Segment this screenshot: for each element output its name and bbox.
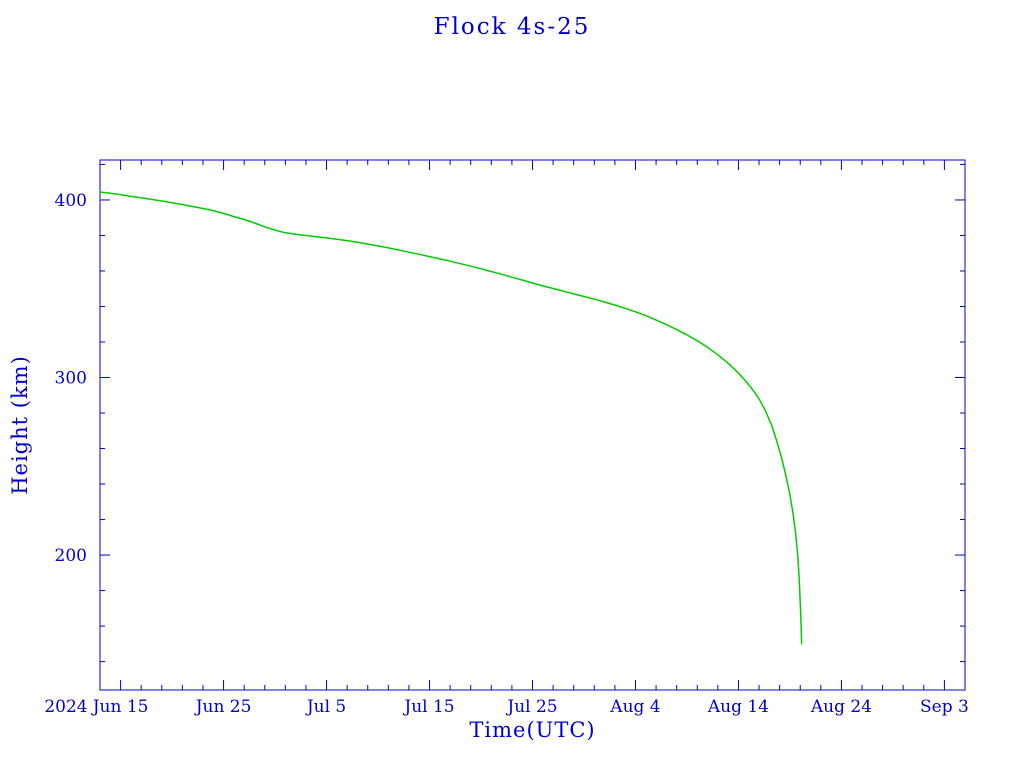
x-tick-label: Jul 15: [402, 697, 454, 717]
x-tick-label: Sep 3: [920, 697, 969, 717]
decay-curve: [99, 191, 803, 645]
x-tick-label: Jul 5: [305, 697, 346, 717]
x-tick-label: Aug 14: [707, 697, 769, 717]
x-tick-label: Jun 25: [194, 697, 252, 717]
chart-title: Flock 4s-25: [433, 14, 591, 40]
x-tick-label: Aug 4: [609, 697, 660, 717]
y-tick-label: 300: [55, 369, 87, 389]
x-tick-label: Jul 25: [505, 697, 557, 717]
plot-frame: [99, 159, 966, 691]
x-axis-year-label: 2024: [44, 697, 87, 717]
y-tick-label: 400: [55, 191, 87, 211]
x-tick-label: Aug 24: [810, 697, 872, 717]
y-axis-label: Height (km): [8, 355, 32, 495]
y-tick-label: 200: [55, 546, 87, 566]
x-tick-label: Jun 15: [91, 697, 149, 717]
x-axis-label: Time(UTC): [469, 718, 596, 742]
